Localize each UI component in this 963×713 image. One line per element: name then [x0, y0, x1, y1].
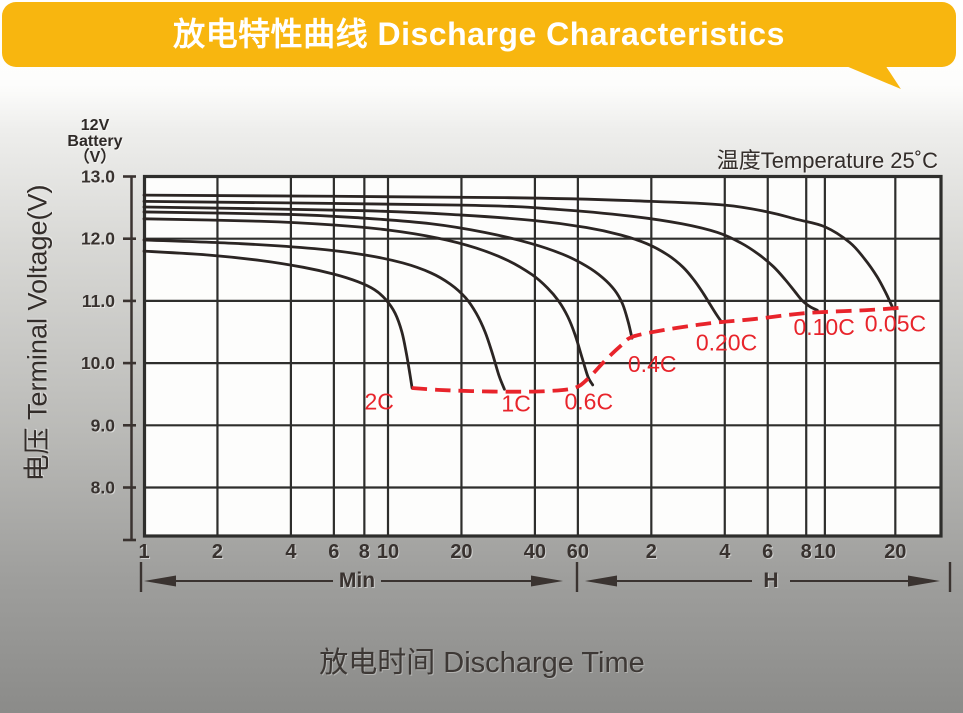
cutoff-line	[411, 305, 907, 394]
minutes-range-label: Min	[338, 569, 376, 592]
curve-label-2C: 2C	[364, 388, 393, 414]
range-arrow-head	[531, 575, 563, 587]
y-tick-label: 11.0	[82, 291, 115, 311]
curve-0.6C	[142, 217, 595, 387]
x-tick-label: 10	[814, 541, 836, 563]
x-tick-label: 2	[212, 541, 223, 563]
curve-2C	[142, 249, 414, 390]
x-tick-label: 4	[285, 541, 297, 563]
curve-label-0.05C: 0.05C	[865, 311, 926, 337]
curve-0.20C	[142, 205, 724, 324]
curve-0.4C	[142, 210, 634, 340]
x-tick-label: 8	[359, 541, 370, 563]
curve-label-0.10C: 0.10C	[793, 314, 854, 340]
curve-label-0.20C: 0.20C	[696, 329, 757, 355]
y-tick-label: 9.0	[91, 415, 116, 435]
range-arrow-head	[585, 575, 617, 587]
x-tick-label: 8	[801, 541, 812, 563]
curve-label-0.6C: 0.6C	[564, 388, 613, 414]
x-tick-label: 4	[719, 541, 731, 563]
y-axis-title: 电压 Terminal Voltage(V)	[22, 184, 53, 482]
curve-1C	[142, 238, 506, 391]
curve-label-1C: 1C	[501, 390, 530, 416]
curve-0.05C	[142, 193, 895, 311]
plot-area	[144, 176, 941, 536]
page-title: 放电特性曲线 Discharge Characteristics	[173, 16, 785, 52]
x-tick-label: 1	[138, 541, 149, 563]
x-tick-label: 2	[646, 541, 657, 563]
x-tick-label: 10	[377, 541, 399, 563]
curve-label-0.4C: 0.4C	[628, 351, 677, 377]
x-tick-label: 6	[328, 541, 339, 563]
y-tick-label: 8.0	[91, 478, 116, 498]
battery-type-label: 12V Battery （V）	[67, 117, 123, 166]
y-tick-label: 10.0	[81, 353, 115, 373]
x-tick-label: 40	[524, 541, 546, 563]
y-tick-label: 12.0	[81, 229, 115, 249]
x-axis-title: 放电时间 Discharge Time	[319, 647, 645, 679]
title-banner: 放电特性曲线 Discharge Characteristics	[2, 2, 956, 67]
range-arrow-head	[144, 575, 176, 587]
temperature-note: 温度Temperature 25˚C	[716, 148, 938, 173]
x-tick-label: 60	[567, 541, 589, 563]
x-tick-label: 20	[450, 541, 472, 563]
x-tick-label: 6	[762, 541, 773, 563]
hours-range-label: H	[763, 569, 779, 592]
curve-0.10C	[142, 199, 819, 312]
y-tick-label: 13.0	[81, 167, 115, 187]
x-tick-label: 20	[884, 541, 906, 563]
range-arrow-head	[908, 575, 940, 587]
plot-frame	[142, 174, 943, 538]
